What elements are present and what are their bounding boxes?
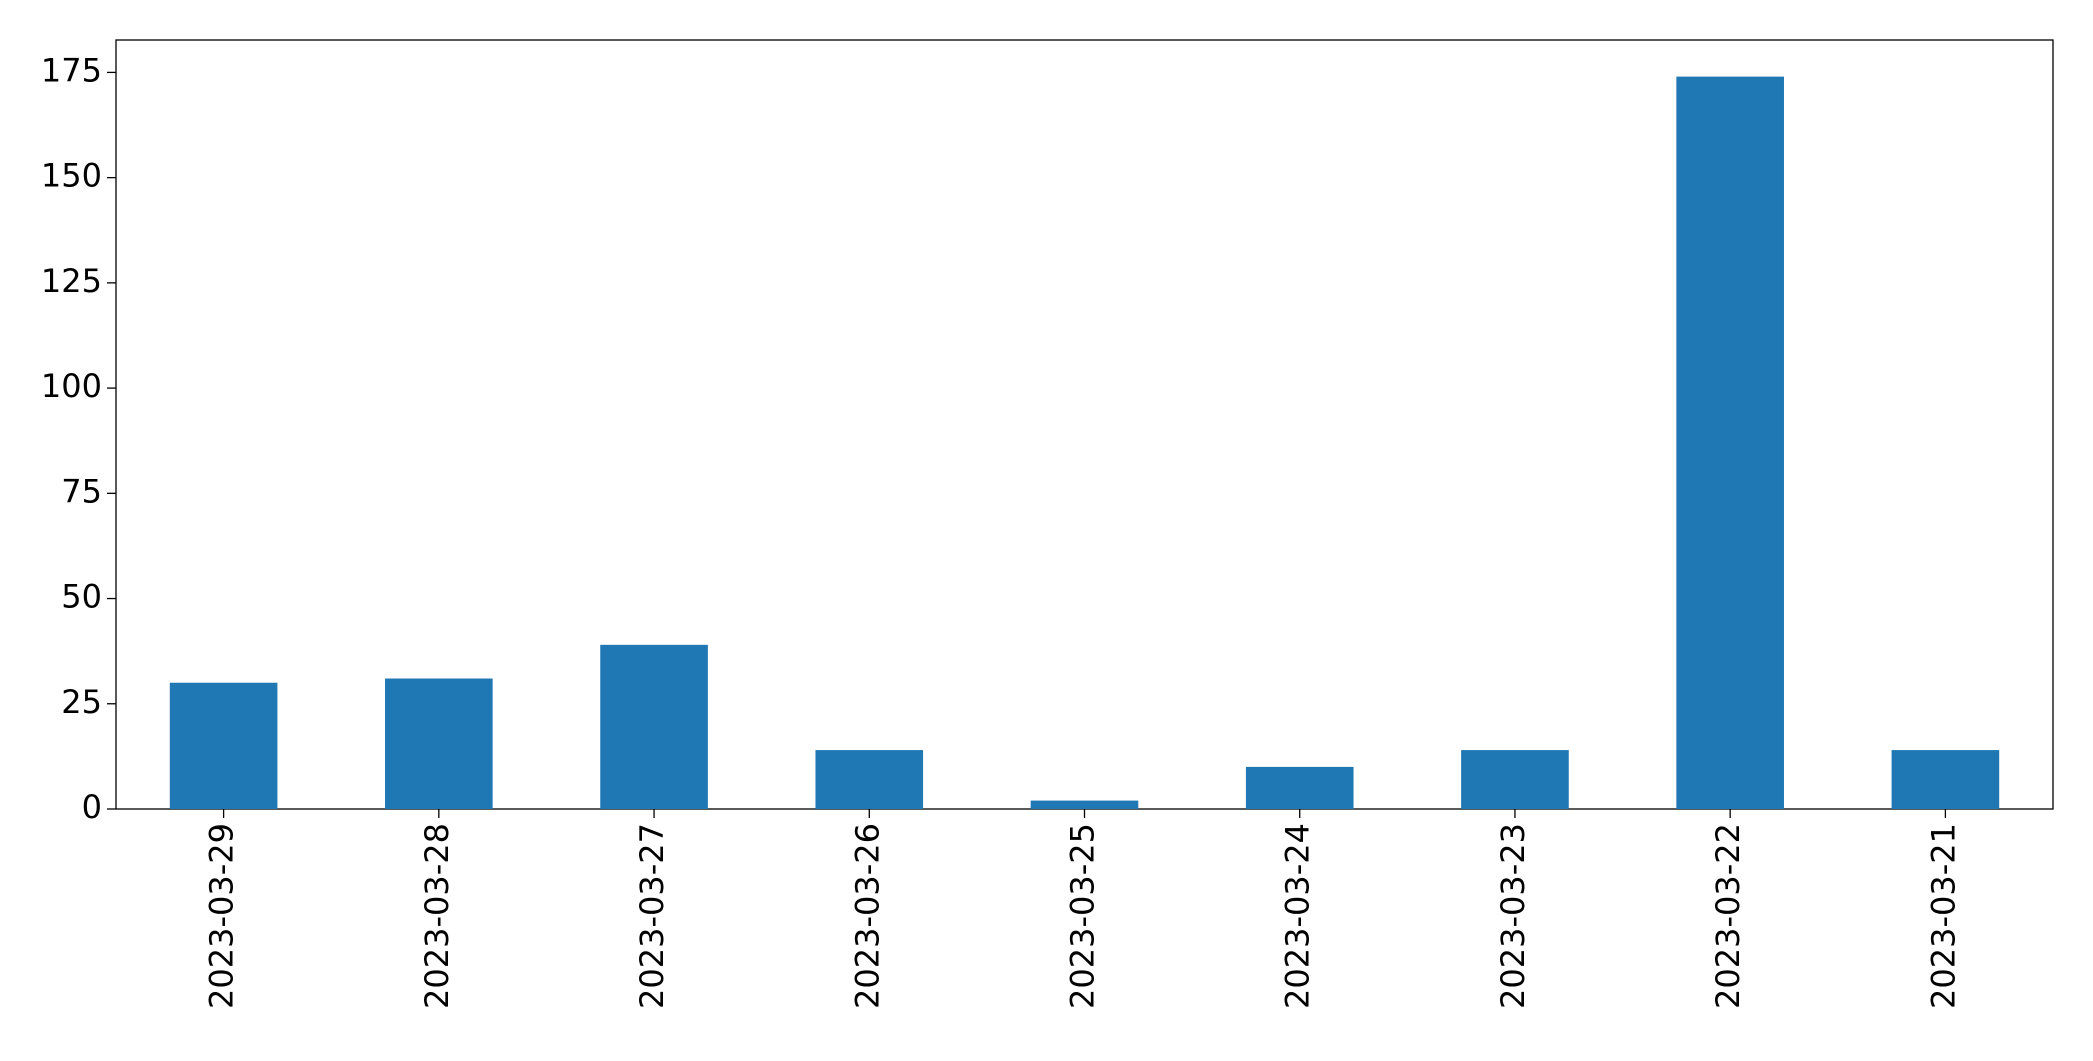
x-tick-label: 2023-03-28 <box>418 823 456 1009</box>
y-tick-label: 175 <box>41 51 102 89</box>
y-tick-label: 50 <box>61 578 102 616</box>
bar <box>1245 766 1354 809</box>
bar <box>1676 76 1784 810</box>
bar <box>169 682 278 809</box>
y-tick-label: 25 <box>61 683 102 721</box>
y-tick-label: 75 <box>61 472 102 510</box>
x-tick-label: 2023-03-21 <box>1924 823 1962 1009</box>
x-tick-label: 2023-03-29 <box>203 823 241 1009</box>
x-tick-label: 2023-03-23 <box>1494 823 1532 1009</box>
x-tick-label: 2023-03-22 <box>1709 823 1747 1009</box>
x-tick-label: 2023-03-25 <box>1064 823 1102 1009</box>
bar <box>815 750 924 809</box>
bar <box>1030 800 1139 809</box>
bar <box>1461 750 1569 809</box>
x-tick-label: 2023-03-27 <box>633 823 671 1009</box>
y-tick-label: 150 <box>41 157 102 195</box>
bar <box>1891 750 2000 809</box>
bar <box>600 644 708 809</box>
x-tick-label: 2023-03-26 <box>848 823 886 1009</box>
y-tick-label: 0 <box>82 788 102 826</box>
bar <box>385 678 493 809</box>
y-tick-label: 100 <box>41 367 102 405</box>
y-tick-label: 125 <box>41 262 102 300</box>
x-tick-label: 2023-03-24 <box>1279 823 1317 1009</box>
